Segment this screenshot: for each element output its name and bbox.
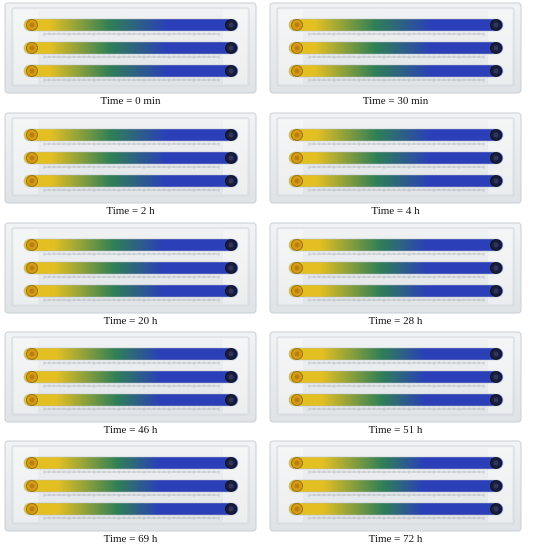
- fluid-channel: [288, 393, 504, 407]
- chip-panel: Time = 69 h: [4, 440, 257, 546]
- fluid-channel: [23, 370, 239, 384]
- time-caption: Time = 20 h: [103, 315, 158, 327]
- fluid-channel: [288, 370, 504, 384]
- microfluidic-chip-photo: [4, 2, 257, 94]
- fluid-channel: [23, 261, 239, 275]
- fluid-channel: [288, 238, 504, 252]
- fluid-channel: [288, 284, 504, 298]
- time-caption: Time = 69 h: [103, 533, 158, 545]
- fluid-channel: [23, 502, 239, 516]
- fluid-channel: [23, 284, 239, 298]
- fluid-channel: [23, 18, 239, 32]
- microfluidic-chip-photo: [269, 112, 522, 204]
- fluid-channel: [288, 64, 504, 78]
- microfluidic-chip-photo: [4, 222, 257, 314]
- fluid-channel: [288, 151, 504, 165]
- time-caption: Time = 30 min: [362, 95, 429, 107]
- fluid-channel: [288, 174, 504, 188]
- chip-panel: Time = 72 h: [269, 440, 522, 546]
- fluid-channel: [288, 261, 504, 275]
- chip-panel: Time = 20 h: [4, 222, 257, 328]
- microfluidic-chip-photo: [269, 2, 522, 94]
- fluid-channel: [288, 347, 504, 361]
- fluid-channel: [23, 347, 239, 361]
- fluid-channel: [23, 238, 239, 252]
- chip-panel: Time = 46 h: [4, 331, 257, 437]
- chip-panel: Time = 4 h: [269, 112, 522, 218]
- time-caption: Time = 46 h: [103, 424, 158, 436]
- chip-panel: Time = 51 h: [269, 331, 522, 437]
- microfluidic-chip-photo: [4, 331, 257, 423]
- fluid-channel: [23, 128, 239, 142]
- chip-panel: Time = 30 min: [269, 2, 522, 108]
- time-caption: Time = 0 min: [100, 95, 161, 107]
- microfluidic-chip-photo: [4, 112, 257, 204]
- fluid-channel: [23, 174, 239, 188]
- chip-panel: Time = 0 min: [4, 2, 257, 108]
- fluid-channel: [288, 456, 504, 470]
- microfluidic-chip-photo: [269, 331, 522, 423]
- time-caption: Time = 51 h: [368, 424, 423, 436]
- time-caption: Time = 72 h: [368, 533, 423, 545]
- fluid-channel: [288, 18, 504, 32]
- fluid-channel: [288, 128, 504, 142]
- fluid-channel: [288, 502, 504, 516]
- time-caption: Time = 2 h: [106, 205, 155, 217]
- fluid-channel: [23, 41, 239, 55]
- time-caption: Time = 28 h: [368, 315, 423, 327]
- chip-panel: Time = 2 h: [4, 112, 257, 218]
- microfluidic-chip-photo: [269, 440, 522, 532]
- microfluidic-chip-photo: [4, 440, 257, 532]
- microfluidic-chip-photo: [269, 222, 522, 314]
- fluid-channel: [23, 393, 239, 407]
- fluid-channel: [23, 151, 239, 165]
- time-caption: Time = 4 h: [371, 205, 420, 217]
- fluid-channel: [23, 479, 239, 493]
- chip-panel: Time = 28 h: [269, 222, 522, 328]
- fluid-channel: [23, 64, 239, 78]
- fluid-channel: [288, 41, 504, 55]
- fluid-channel: [288, 479, 504, 493]
- fluid-channel: [23, 456, 239, 470]
